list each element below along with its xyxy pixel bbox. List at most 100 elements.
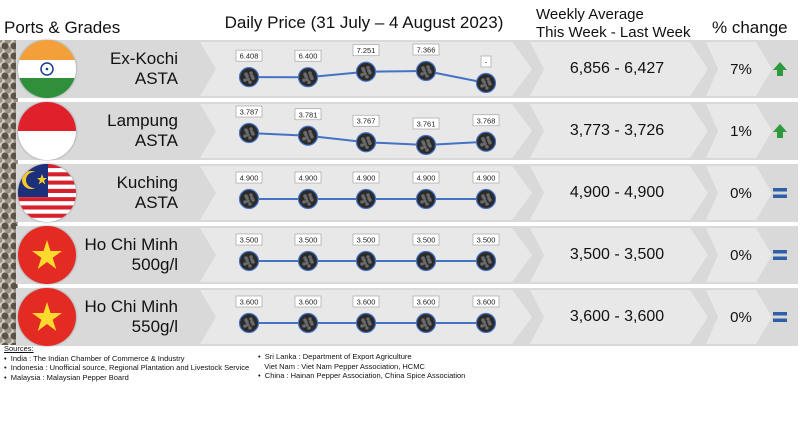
arrow-up-icon — [772, 123, 788, 139]
price-point — [238, 312, 260, 334]
price-label: 6.400 — [294, 49, 322, 62]
ports-grades-header: Ports & Grades — [4, 18, 121, 37]
port-label: Kuching ASTA — [80, 173, 178, 213]
weekly-average-value: 3,600 - 3,600 — [569, 308, 665, 325]
port-name: Ex-Kochi — [109, 49, 178, 68]
price-label: 3.500 — [412, 233, 440, 246]
svg-text:3.500: 3.500 — [477, 236, 496, 245]
grade-name: 550g/l — [131, 317, 178, 336]
weekly-average-header-line2: This Week - Last Week — [536, 24, 691, 41]
weekly-average-value: 3,500 - 3,500 — [569, 246, 665, 263]
price-label: 4.900 — [294, 171, 322, 184]
price-label: 3.500 — [294, 233, 322, 246]
arrow-up-icon — [772, 61, 788, 77]
daily-price-panel: 3.787 3.781 3.767 3.761 3.768 — [200, 102, 534, 165]
price-point — [475, 131, 497, 152]
weekly-average-panel — [530, 102, 710, 165]
percent-change-panel — [706, 40, 776, 103]
svg-text:3.500: 3.500 — [417, 236, 436, 245]
chevron-background — [530, 42, 708, 96]
price-label: 3.768 — [472, 114, 500, 127]
chevron-background — [706, 228, 772, 282]
price-point — [238, 67, 260, 88]
price-point — [415, 188, 437, 210]
weekly-average-value: 3,773 - 3,726 — [569, 122, 665, 139]
price-point — [475, 188, 497, 210]
chevron-background — [706, 104, 772, 158]
malaysia-flag — [18, 164, 76, 222]
percent-change-value: 1% — [730, 123, 752, 140]
source-item: • China : Hainan Pepper Association, Chi… — [258, 371, 466, 380]
price-point — [355, 250, 377, 272]
price-point — [415, 134, 437, 156]
svg-text:3.500: 3.500 — [357, 236, 376, 245]
price-point — [475, 312, 497, 334]
source-item: Viet Nam : Viet Nam Pepper Association, … — [264, 361, 425, 371]
svg-text:3.600: 3.600 — [299, 298, 318, 307]
port-label: Lampung ASTA — [80, 111, 178, 151]
price-point — [355, 188, 377, 210]
svg-text:3.600: 3.600 — [240, 298, 259, 307]
india-flag — [18, 40, 76, 98]
chevron-background — [706, 166, 772, 220]
equal-icon — [772, 309, 788, 325]
percent-change-panel — [706, 288, 776, 351]
svg-text:3.767: 3.767 — [357, 117, 376, 126]
grade-name: ASTA — [134, 193, 178, 212]
source-item: • India : The Indian Chamber of Commerce… — [4, 353, 185, 363]
price-label: 4.900 — [352, 171, 380, 184]
price-point — [238, 250, 260, 272]
percent-change-value: 7% — [730, 61, 752, 78]
source-item: • Sri Lanka : Department of Export Agric… — [258, 352, 412, 361]
percent-change-panel — [706, 226, 776, 289]
chevron-background — [530, 228, 708, 282]
price-label: 3.787 — [235, 105, 263, 118]
port-label: Ex-Kochi ASTA — [80, 49, 178, 89]
svg-text:3.600: 3.600 — [477, 298, 496, 307]
percent-change-panel — [706, 102, 776, 165]
weekly-average-panel — [530, 40, 710, 103]
price-label: 4.900 — [412, 171, 440, 184]
source-item: • Malaysia : Malaysian Pepper Board — [4, 372, 129, 382]
price-point — [297, 250, 319, 272]
sources-right: • Sri Lanka : Department of Export Agric… — [258, 352, 465, 381]
weekly-average-header: Weekly Average This Week - Last Week — [536, 6, 691, 42]
svg-text:3.761: 3.761 — [417, 120, 436, 129]
grade-name: ASTA — [134, 69, 178, 88]
weekly-average-value: 4,900 - 4,900 — [569, 184, 665, 201]
daily-price-panel: 6.408 6.400 7.251 7.366 - — [200, 40, 534, 103]
port-label: Ho Chi Minh 500g/l — [80, 235, 178, 275]
price-point — [355, 61, 377, 82]
port-name: Ho Chi Minh — [84, 235, 178, 254]
svg-text:3.600: 3.600 — [357, 298, 376, 307]
percent-change-value: 0% — [730, 247, 752, 264]
sources-title: Sources: — [4, 344, 34, 353]
price-point — [297, 125, 319, 146]
price-label: 7.366 — [412, 43, 440, 56]
equal-icon — [772, 185, 788, 201]
price-label: 3.781 — [294, 108, 322, 121]
price-label: 3.600 — [235, 295, 263, 308]
price-label: 3.500 — [352, 233, 380, 246]
price-point — [475, 72, 497, 94]
port-label: Ho Chi Minh 550g/l — [80, 297, 178, 337]
indonesia-flag — [18, 102, 76, 160]
port-name: Lampung — [107, 111, 178, 130]
svg-text:3.500: 3.500 — [299, 236, 318, 245]
svg-text:4.900: 4.900 — [417, 174, 436, 183]
svg-text:-: - — [485, 58, 488, 67]
price-label: 6.408 — [235, 49, 263, 62]
price-point — [238, 122, 260, 144]
price-point — [415, 250, 437, 272]
sources-left: Sources: • India : The Indian Chamber of… — [4, 344, 249, 382]
svg-text:3.787: 3.787 — [240, 108, 259, 117]
weekly-average-panel — [530, 164, 710, 227]
percent-change-value: 0% — [730, 185, 752, 202]
price-label: 3.600 — [352, 295, 380, 308]
svg-text:3.781: 3.781 — [299, 110, 318, 119]
svg-text:6.408: 6.408 — [240, 52, 259, 61]
price-label: 3.600 — [412, 295, 440, 308]
port-name: Ho Chi Minh — [84, 297, 178, 316]
weekly-average-value: 6,856 - 6,427 — [569, 60, 665, 77]
price-point — [297, 312, 319, 334]
